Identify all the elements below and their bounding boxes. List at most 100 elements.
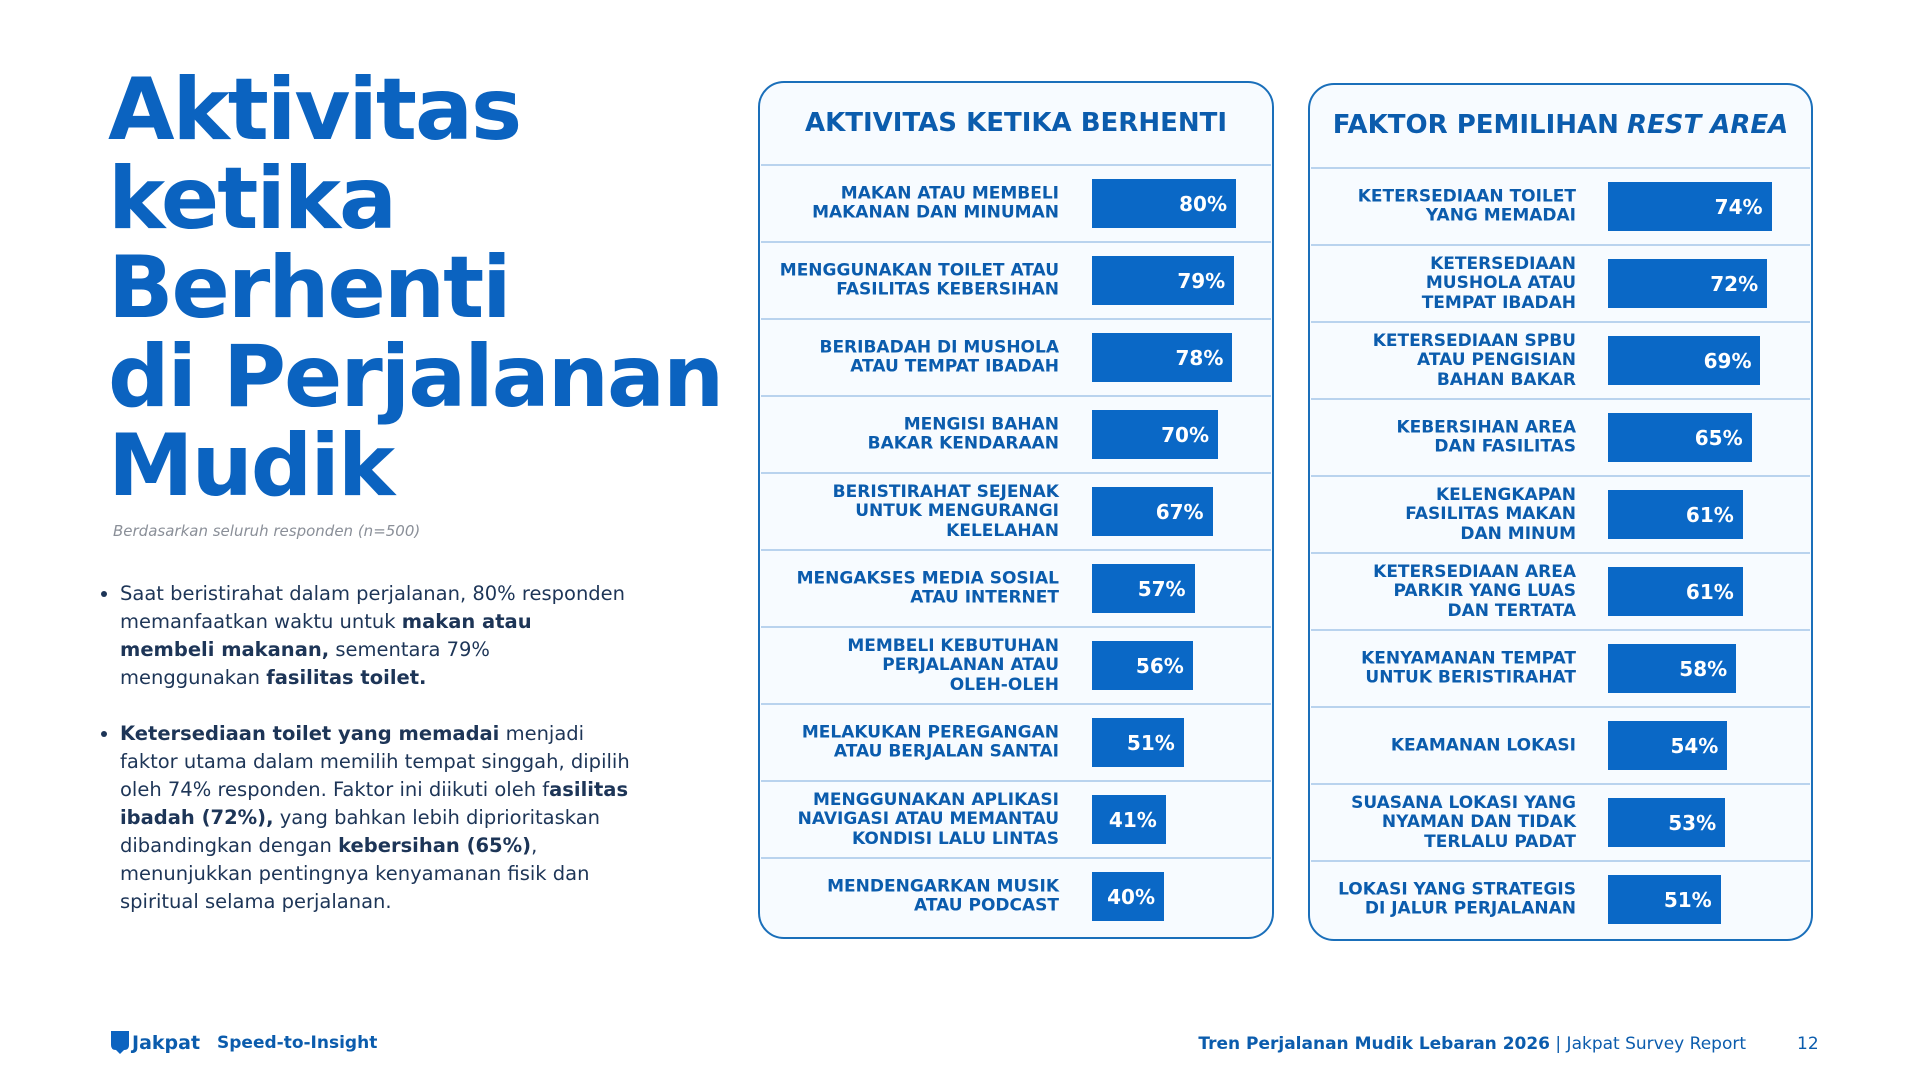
row-separator bbox=[1311, 783, 1810, 785]
value-label: 54% bbox=[1670, 733, 1719, 758]
row-separator bbox=[1311, 552, 1810, 554]
bullet-text: sementara 79% menggunakan bbox=[120, 638, 490, 689]
category-label: LOKASI YANG STRATEGIS DI JALUR PERJALANA… bbox=[1338, 879, 1576, 919]
chart-title: FAKTOR PEMILIHAN REST AREA bbox=[1308, 110, 1813, 140]
category-label: KELENGKAPAN FASILITAS MAKAN DAN MINUM bbox=[1405, 484, 1576, 544]
row-separator bbox=[761, 703, 1271, 705]
row-separator bbox=[761, 626, 1271, 628]
category-label: KETERSEDIAAN TOILET YANG MEMADAI bbox=[1357, 186, 1576, 226]
value-label: 65% bbox=[1694, 425, 1743, 450]
category-label: MENGGUNAKAN APLIKASI NAVIGASI ATAU MEMAN… bbox=[797, 789, 1059, 849]
category-label: KEBERSIHAN AREA DAN FASILITAS bbox=[1396, 417, 1576, 457]
bar bbox=[1092, 564, 1195, 613]
bar bbox=[1092, 718, 1184, 767]
sample-note: Berdasarkan seluruh responden (n=500) bbox=[113, 522, 421, 540]
bar bbox=[1092, 179, 1236, 228]
bar bbox=[1092, 795, 1166, 844]
value-label: 79% bbox=[1177, 268, 1226, 293]
bar bbox=[1608, 721, 1728, 770]
row-separator bbox=[1311, 244, 1810, 246]
row-separator bbox=[1311, 321, 1810, 323]
bar bbox=[1092, 333, 1233, 382]
report-source: | Jakpat Survey Report bbox=[1555, 1034, 1746, 1054]
bullet-text: fasilitas toilet. bbox=[266, 666, 427, 689]
row-separator bbox=[761, 472, 1271, 474]
page-number: 12 bbox=[1797, 1034, 1819, 1054]
category-label: MENDENGARKAN MUSIK ATAU PODCAST bbox=[827, 876, 1059, 916]
brand-logo bbox=[111, 1031, 129, 1054]
value-label: 70% bbox=[1161, 422, 1209, 447]
value-label: 58% bbox=[1679, 656, 1728, 681]
row-separator bbox=[761, 164, 1271, 166]
category-label: MELAKUKAN PEREGANGAN ATAU BERJALAN SANTA… bbox=[801, 722, 1059, 762]
category-label: KETERSEDIAAN SPBU ATAU PENGISIAN BAHAN B… bbox=[1372, 330, 1576, 390]
category-label: MENGAKSES MEDIA SOSIAL ATAU INTERNET bbox=[796, 568, 1059, 608]
row-separator bbox=[1311, 167, 1810, 169]
value-label: 67% bbox=[1155, 499, 1204, 524]
row-separator bbox=[761, 318, 1271, 320]
bullet-text: menjadi faktor utama dalam memilih tempa… bbox=[120, 722, 630, 801]
category-label: BERIBADAH DI MUSHOLA ATAU TEMPAT IBADAH bbox=[819, 337, 1059, 377]
bar bbox=[1092, 256, 1235, 305]
value-label: 56% bbox=[1135, 653, 1184, 678]
value-label: 57% bbox=[1137, 576, 1186, 601]
bullet-list: Saat beristirahat dalam perjalanan, 80% … bbox=[98, 580, 630, 944]
row-separator bbox=[761, 780, 1271, 782]
bullet-text: Saat beristirahat dalam perjalanan, 80% … bbox=[120, 582, 626, 633]
bar bbox=[1092, 872, 1164, 921]
bar bbox=[1608, 336, 1761, 385]
bullet-text: kebersihan (65%) bbox=[338, 834, 532, 857]
row-separator bbox=[761, 395, 1271, 397]
value-label: 72% bbox=[1710, 271, 1759, 296]
value-label: 69% bbox=[1703, 348, 1752, 373]
category-label: KETERSEDIAAN MUSHOLA ATAU TEMPAT IBADAH bbox=[1421, 253, 1576, 313]
bar bbox=[1608, 798, 1726, 847]
bar bbox=[1608, 259, 1768, 308]
bar bbox=[1092, 641, 1193, 690]
report-title: Tren Perjalanan Mudik Lebaran 2026 bbox=[1198, 1034, 1551, 1054]
chart-title-text: FAKTOR PEMILIHAN bbox=[1332, 110, 1619, 140]
bullet: Ketersediaan toilet yang memadai menjadi… bbox=[120, 720, 630, 916]
row-separator bbox=[761, 857, 1271, 859]
row-separator bbox=[1311, 860, 1810, 862]
bullet-text: , menunjukkan pentingnya kenyamanan fisi… bbox=[120, 834, 590, 913]
category-label: KETERSEDIAAN AREA PARKIR YANG LUAS DAN T… bbox=[1373, 561, 1576, 621]
bar bbox=[1608, 490, 1743, 539]
category-label: MEMBELI KEBUTUHAN PERJALANAN ATAU OLEH-O… bbox=[847, 635, 1059, 695]
category-label: KENYAMANAN TEMPAT UNTUK BERISTIRAHAT bbox=[1361, 648, 1576, 688]
category-label: SUASANA LOKASI YANG NYAMAN DAN TIDAK TER… bbox=[1351, 792, 1576, 852]
value-label: 53% bbox=[1668, 810, 1717, 835]
bar bbox=[1608, 644, 1737, 693]
category-label: MAKAN ATAU MEMBELI MAKANAN DAN MINUMAN bbox=[812, 183, 1059, 223]
chart-title: AKTIVITAS KETIKA BERHENTI bbox=[758, 108, 1274, 138]
chart-title-italic: REST AREA bbox=[1626, 110, 1789, 140]
value-label: 80% bbox=[1179, 191, 1227, 216]
value-label: 61% bbox=[1685, 502, 1734, 527]
bullet-text: makan atau membeli makanan, bbox=[120, 610, 532, 661]
bar bbox=[1092, 410, 1218, 459]
category-label: BERISTIRAHAT SEJENAK UNTUK MENGURANGI KE… bbox=[832, 481, 1059, 541]
category-label: KEAMANAN LOKASI bbox=[1390, 734, 1576, 755]
bar bbox=[1608, 182, 1772, 231]
row-separator bbox=[1311, 629, 1810, 631]
slide-title: Aktivitas ketika Berhenti di Perjalanan … bbox=[108, 60, 724, 516]
bullet-text: asilitas ibadah (72%), bbox=[120, 778, 629, 829]
chart-title-text: AKTIVITAS KETIKA BERHENTI bbox=[804, 108, 1228, 138]
value-label: 40% bbox=[1107, 884, 1155, 909]
bar bbox=[1092, 487, 1213, 536]
value-label: 51% bbox=[1126, 730, 1175, 755]
bullet-text: Ketersediaan toilet yang memadai bbox=[120, 722, 500, 745]
bar bbox=[1608, 413, 1752, 462]
brand-name: Jakpat bbox=[132, 1032, 201, 1054]
category-label: MENGGUNAKAN TOILET ATAU FASILITAS KEBERS… bbox=[779, 260, 1059, 300]
bullet-text: yang bahkan lebih diprioritaskan dibandi… bbox=[120, 806, 601, 857]
value-label: 51% bbox=[1663, 887, 1712, 912]
value-label: 41% bbox=[1108, 807, 1157, 832]
category-label: MENGISI BAHAN BAKAR KENDARAAN bbox=[867, 414, 1059, 454]
value-label: 61% bbox=[1685, 579, 1734, 604]
bar bbox=[1608, 875, 1721, 924]
row-separator bbox=[1311, 398, 1810, 400]
row-separator bbox=[761, 241, 1271, 243]
bullet: Saat beristirahat dalam perjalanan, 80% … bbox=[120, 580, 630, 692]
